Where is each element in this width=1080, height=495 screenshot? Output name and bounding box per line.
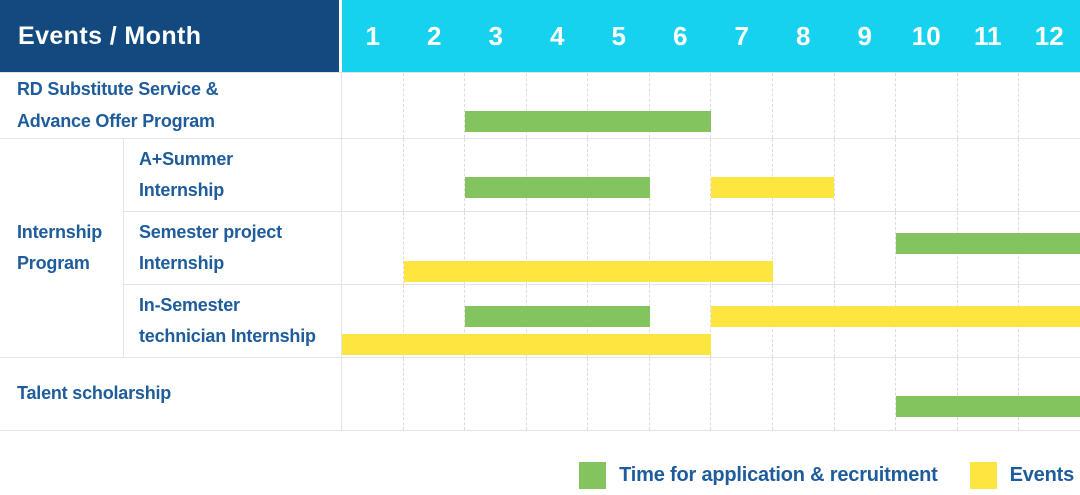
month-column bbox=[403, 73, 465, 138]
application-recruitment-bar bbox=[465, 177, 650, 198]
month-column bbox=[342, 73, 403, 138]
month-column bbox=[710, 139, 772, 211]
month-column bbox=[464, 358, 526, 430]
month-column bbox=[710, 358, 772, 430]
legend-item: Events bbox=[970, 462, 1074, 489]
month-label: 11 bbox=[957, 21, 1019, 52]
timeline-talent-scholarship bbox=[342, 357, 1080, 430]
month-label: 7 bbox=[711, 21, 773, 52]
month-column bbox=[772, 73, 834, 138]
month-column bbox=[342, 139, 403, 211]
month-column bbox=[957, 358, 1019, 430]
month-label: 6 bbox=[650, 21, 712, 52]
month-label: 12 bbox=[1019, 21, 1080, 52]
month-column bbox=[403, 139, 465, 211]
month-label: 3 bbox=[465, 21, 527, 52]
row-label-semester-project-internship: Semester project Internship bbox=[124, 211, 342, 284]
month-column bbox=[834, 73, 896, 138]
month-column bbox=[1018, 139, 1080, 211]
month-column bbox=[834, 212, 896, 284]
row-label-rd-program: RD Substitute Service & Advance Offer Pr… bbox=[0, 72, 342, 138]
month-column bbox=[895, 73, 957, 138]
legend-item: Time for application & recruitment bbox=[579, 462, 937, 489]
month-column bbox=[710, 73, 772, 138]
timeline-a-summer-internship bbox=[342, 138, 1080, 211]
events-bar bbox=[711, 306, 1080, 327]
row-label-in-semester-technician-internship: In-Semester technician Internship bbox=[124, 284, 342, 357]
events-bar bbox=[404, 261, 773, 282]
legend-label: Time for application & recruitment bbox=[619, 464, 937, 487]
row-label-talent-scholarship: Talent scholarship bbox=[0, 357, 342, 430]
month-label: 5 bbox=[588, 21, 650, 52]
month-column bbox=[587, 358, 649, 430]
month-label: 10 bbox=[896, 21, 958, 52]
timeline-rd-program bbox=[342, 72, 1080, 138]
month-label: 9 bbox=[834, 21, 896, 52]
month-column bbox=[895, 358, 957, 430]
month-column bbox=[464, 139, 526, 211]
month-column bbox=[342, 212, 403, 284]
month-column bbox=[957, 139, 1019, 211]
legend-swatch-icon bbox=[970, 462, 997, 489]
legend: Time for application & recruitment Events bbox=[0, 431, 1080, 495]
group-label-internship-program: Internship Program bbox=[0, 138, 124, 357]
month-label: 2 bbox=[404, 21, 466, 52]
application-recruitment-bar bbox=[896, 233, 1080, 254]
month-column bbox=[834, 139, 896, 211]
events-bar bbox=[711, 177, 834, 198]
application-recruitment-bar bbox=[896, 396, 1080, 417]
events-bar bbox=[342, 334, 711, 355]
month-column bbox=[957, 73, 1019, 138]
month-column bbox=[587, 139, 649, 211]
month-column bbox=[772, 139, 834, 211]
timeline-in-semester-technician-internship bbox=[342, 284, 1080, 357]
month-column bbox=[403, 358, 465, 430]
month-column bbox=[772, 212, 834, 284]
month-label: 1 bbox=[342, 21, 404, 52]
application-recruitment-bar bbox=[465, 111, 711, 132]
corner-header-label: Events / Month bbox=[18, 22, 201, 51]
row-label-a-summer-internship: A+Summer Internship bbox=[124, 138, 342, 211]
month-label: 4 bbox=[527, 21, 589, 52]
month-column bbox=[342, 358, 403, 430]
month-column bbox=[526, 358, 588, 430]
month-column bbox=[834, 358, 896, 430]
month-column bbox=[649, 139, 711, 211]
month-column bbox=[1018, 73, 1080, 138]
month-column bbox=[526, 139, 588, 211]
corner-header-cell: Events / Month bbox=[0, 0, 342, 72]
month-column bbox=[1018, 358, 1080, 430]
month-column bbox=[649, 358, 711, 430]
month-column bbox=[895, 139, 957, 211]
timeline-semester-project-internship bbox=[342, 211, 1080, 284]
month-column bbox=[772, 358, 834, 430]
legend-label: Events bbox=[1010, 464, 1074, 487]
application-recruitment-bar bbox=[465, 306, 650, 327]
legend-swatch-icon bbox=[579, 462, 606, 489]
month-label: 8 bbox=[773, 21, 835, 52]
